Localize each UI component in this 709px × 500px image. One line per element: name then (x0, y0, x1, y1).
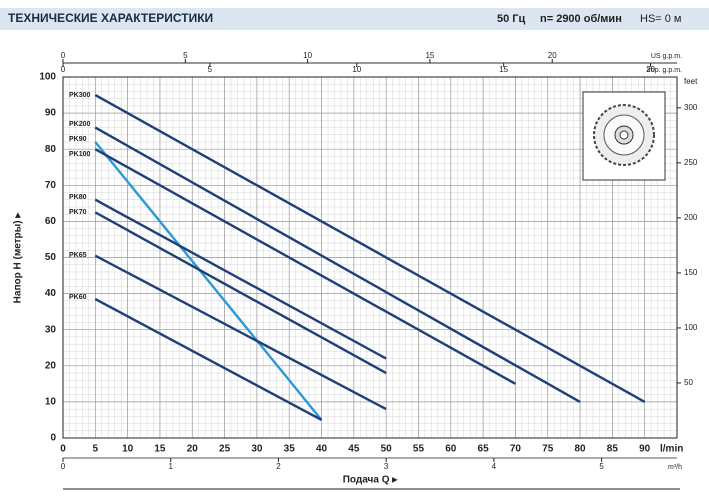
series-line (94, 141, 323, 421)
x_m3h-tick-label: 4 (492, 462, 497, 471)
x_imp-axis-label: Imp. g.p.m. (647, 67, 682, 74)
x-tick-label: 75 (542, 444, 554, 455)
y-tick-label: 0 (50, 433, 56, 444)
header-bar (0, 8, 709, 30)
chart-title: ТЕХНИЧЕСКИЕ ХАРАКТЕРИСТИКИ (8, 11, 213, 25)
y-tick-label: 20 (45, 360, 57, 371)
series-line (94, 94, 646, 403)
x_us-tick-label: 10 (303, 51, 312, 60)
x-tick-label: 35 (284, 444, 296, 455)
series-label: PK70 (69, 209, 87, 216)
y-tick-label: 40 (45, 288, 57, 299)
x-tick-label: 45 (348, 444, 360, 455)
x-tick-label: 5 (93, 444, 99, 455)
speed: n= 2900 об/мин (540, 13, 622, 25)
x-tick-label: 0 (60, 444, 66, 455)
pump-image (582, 91, 666, 181)
x-tick-label: 10 (122, 444, 134, 455)
y2-tick-label: 200 (684, 213, 698, 222)
x_imp-tick-label: 5 (208, 65, 213, 74)
x_us-tick-label: 5 (183, 51, 188, 60)
x-tick-label: 55 (413, 444, 425, 455)
x-tick-label: 70 (510, 444, 522, 455)
x_imp-tick-label: 20 (646, 65, 655, 74)
y-tick-label: 60 (45, 216, 57, 227)
y2-tick-label: 100 (684, 323, 698, 332)
x_imp-tick-label: 15 (499, 65, 508, 74)
x-tick-label: 85 (607, 444, 619, 455)
y-tick-label: 90 (45, 108, 57, 119)
x_m3h-tick-label: 5 (599, 462, 604, 471)
x_m3h-tick-label: 3 (384, 462, 389, 471)
series-label: PK60 (69, 294, 87, 301)
x_us-axis-label: US g.p.m. (651, 53, 682, 60)
x_us-tick-label: 15 (425, 51, 434, 60)
y2-tick-label: 300 (684, 103, 698, 112)
y-tick-label: 80 (45, 144, 57, 155)
x-tick-label: 25 (219, 444, 231, 455)
series-line (94, 254, 387, 411)
y-axis-label: Напор H (метры) ▸ (13, 212, 24, 304)
y-tick-label: 100 (39, 72, 56, 83)
x-tick-label: 30 (251, 444, 263, 455)
series-label: PK300 (69, 92, 91, 99)
series-label: PK80 (69, 194, 87, 201)
y2-tick-label: 50 (684, 378, 693, 387)
y-tick-label: 10 (45, 397, 57, 408)
series-line (94, 148, 517, 385)
y-tick-label: 70 (45, 180, 57, 191)
x_m3h-tick-label: 2 (276, 462, 281, 471)
x-tick-label: 20 (187, 444, 199, 455)
series-line (94, 198, 387, 360)
x-axis-label: l/min (660, 444, 683, 455)
x-tick-label: 65 (478, 444, 490, 455)
x-axis-title: Подача Q ▸ (343, 475, 399, 486)
x_m3h-axis-label: m³/h (668, 464, 682, 471)
series-line (94, 297, 323, 422)
series-line (94, 126, 581, 403)
suction-height: HS= 0 м (640, 13, 682, 25)
frequency: 50 Гц (497, 13, 526, 25)
x-tick-label: 80 (574, 444, 586, 455)
x-tick-label: 60 (445, 444, 457, 455)
x_us-tick-label: 0 (61, 51, 66, 60)
series-label: PK65 (69, 252, 87, 259)
y-tick-label: 50 (45, 252, 57, 263)
series-label: PK200 (69, 121, 91, 128)
series-label: PK90 (69, 136, 87, 143)
grid (62, 76, 678, 439)
y2-tick-label: 250 (684, 158, 698, 167)
x-tick-label: 15 (154, 444, 166, 455)
series-line (94, 211, 387, 375)
x_imp-tick-label: 0 (61, 65, 66, 74)
x_imp-tick-label: 10 (352, 65, 361, 74)
y2-axis-label: feet (684, 77, 698, 86)
x-tick-label: 40 (316, 444, 328, 455)
x-tick-label: 50 (381, 444, 393, 455)
series-label: PK100 (69, 151, 91, 158)
y2-tick-label: 150 (684, 268, 698, 277)
x-tick-label: 90 (639, 444, 651, 455)
plot-border (62, 76, 678, 439)
x_us-tick-label: 20 (548, 51, 557, 60)
x_m3h-tick-label: 0 (61, 462, 66, 471)
y-tick-label: 30 (45, 324, 57, 335)
x_m3h-tick-label: 1 (168, 462, 173, 471)
